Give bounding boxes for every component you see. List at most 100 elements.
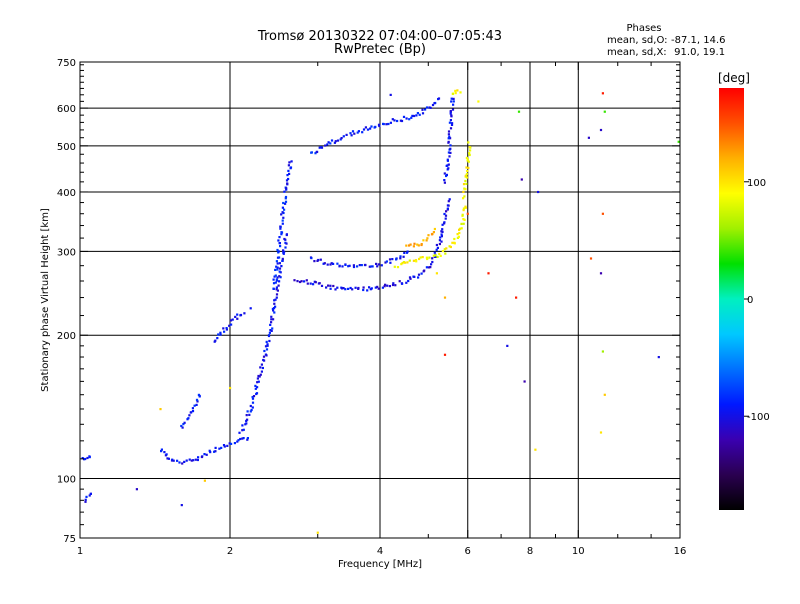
- o-mode-trace-point: [272, 282, 276, 285]
- x-tick-label: 8: [527, 546, 533, 557]
- o-mode-trace-point: [445, 173, 448, 176]
- x-mode-trace-point: [425, 256, 428, 259]
- o-mode-trace-point: [214, 450, 217, 453]
- x-mode-trace-point: [405, 244, 408, 247]
- scatter-point: [601, 92, 604, 95]
- o-mode-trace-point: [188, 414, 191, 417]
- o-mode-trace-point: [313, 260, 316, 263]
- o-mode-trace-point: [287, 177, 290, 181]
- o-mode-trace-point: [176, 459, 179, 462]
- o-mode-trace-point: [262, 355, 266, 358]
- o-mode-trace-point: [223, 445, 226, 448]
- o-mode-trace-point: [431, 257, 434, 260]
- o-mode-trace-point: [405, 251, 409, 254]
- x-mode-trace-point: [433, 227, 436, 231]
- scatter-point: [537, 190, 540, 194]
- o-mode-trace-point: [333, 141, 336, 144]
- o-mode-trace-point: [270, 318, 273, 321]
- o-mode-trace-point: [256, 386, 259, 389]
- o-mode-trace-point: [183, 460, 186, 463]
- o-mode-trace-point: [444, 217, 447, 220]
- o-mode-trace-point: [391, 258, 394, 261]
- axes: 1 2 4 6 8 10 16 75 100 200 300 400 500 600 750: [57, 58, 686, 557]
- o-mode-trace-point: [323, 262, 326, 265]
- o-mode-trace-point: [450, 97, 453, 100]
- o-mode-trace-point: [251, 406, 254, 409]
- x-mode-trace-point: [460, 227, 463, 230]
- o-mode-trace-point: [282, 251, 285, 254]
- o-mode-trace-point: [225, 328, 228, 331]
- o-mode-trace-point: [272, 287, 275, 290]
- x-mode-trace-point: [417, 244, 420, 247]
- o-mode-trace-point: [448, 155, 451, 158]
- x-mode-trace-point: [467, 160, 470, 163]
- o-mode-trace-point: [276, 268, 279, 271]
- o-mode-trace-point: [356, 265, 359, 268]
- o-mode-trace-point: [252, 395, 256, 398]
- o-mode-trace-point: [325, 286, 328, 289]
- o-mode-trace-point: [305, 279, 308, 282]
- o-mode-trace-point: [452, 97, 455, 100]
- o-mode-trace-point: [327, 141, 330, 144]
- o-mode-trace-point: [431, 103, 435, 107]
- o-mode-trace-point: [84, 500, 87, 503]
- o-mode-trace-point: [351, 288, 354, 291]
- o-mode-trace-point: [320, 146, 324, 149]
- x-mode-trace-point: [468, 146, 471, 149]
- o-mode-trace-point: [361, 131, 364, 134]
- x-tick-label: 2: [227, 546, 233, 557]
- o-mode-trace-point: [449, 110, 452, 113]
- x-mode-trace-point: [458, 228, 461, 231]
- o-mode-trace-point: [384, 283, 387, 286]
- scatter-point: [203, 479, 206, 482]
- o-mode-trace-point: [251, 396, 254, 399]
- o-mode-trace-point: [377, 263, 380, 266]
- o-mode-trace-point: [403, 251, 406, 254]
- o-mode-trace-point: [254, 387, 257, 390]
- o-mode-trace-point: [275, 293, 279, 296]
- o-mode-trace-point: [236, 317, 239, 320]
- x-mode-trace-point: [422, 239, 425, 242]
- o-mode-trace-point: [353, 132, 356, 135]
- o-mode-trace-point: [239, 437, 242, 441]
- o-mode-trace-point: [282, 249, 285, 252]
- x-mode-trace-point: [426, 257, 429, 261]
- echo-points: [81, 89, 680, 534]
- o-mode-trace-point: [246, 418, 249, 421]
- scatter-point: [466, 212, 469, 215]
- scatter-point: [523, 380, 526, 383]
- scatter-point: [603, 110, 606, 113]
- o-mode-trace-point: [272, 309, 275, 312]
- o-mode-trace-point: [278, 262, 281, 265]
- o-mode-trace-point: [352, 265, 356, 269]
- o-mode-trace-point: [280, 231, 284, 234]
- o-mode-trace-point: [262, 358, 265, 362]
- o-mode-trace-point: [388, 258, 392, 261]
- o-mode-trace-point: [188, 458, 191, 461]
- scatter-point: [389, 93, 392, 96]
- o-mode-trace-point: [336, 286, 339, 289]
- o-mode-trace-point: [441, 228, 444, 231]
- o-mode-trace-point: [275, 286, 278, 289]
- o-mode-trace-point: [347, 287, 350, 290]
- stats-o-label: mean, sd,O:: [607, 35, 668, 46]
- x-mode-trace-point: [438, 252, 441, 255]
- o-mode-trace-point: [288, 172, 291, 175]
- scatter-point: [599, 272, 603, 275]
- o-mode-trace-point: [187, 417, 190, 420]
- scatter-point: [316, 531, 319, 534]
- x-mode-trace-point: [404, 261, 407, 264]
- o-mode-trace-point: [357, 287, 360, 290]
- o-mode-trace-point: [275, 260, 278, 263]
- o-mode-trace-point: [424, 108, 427, 111]
- o-mode-trace-point: [273, 311, 276, 314]
- o-mode-trace-point: [86, 456, 89, 460]
- o-mode-trace-point: [436, 246, 439, 249]
- o-mode-trace-point: [284, 195, 288, 199]
- o-mode-trace-point: [181, 462, 184, 465]
- o-mode-trace-point: [448, 148, 451, 151]
- o-mode-trace-point: [406, 250, 409, 253]
- o-mode-trace-point: [370, 265, 373, 268]
- o-mode-trace-point: [269, 329, 272, 332]
- o-mode-trace-point: [413, 275, 416, 278]
